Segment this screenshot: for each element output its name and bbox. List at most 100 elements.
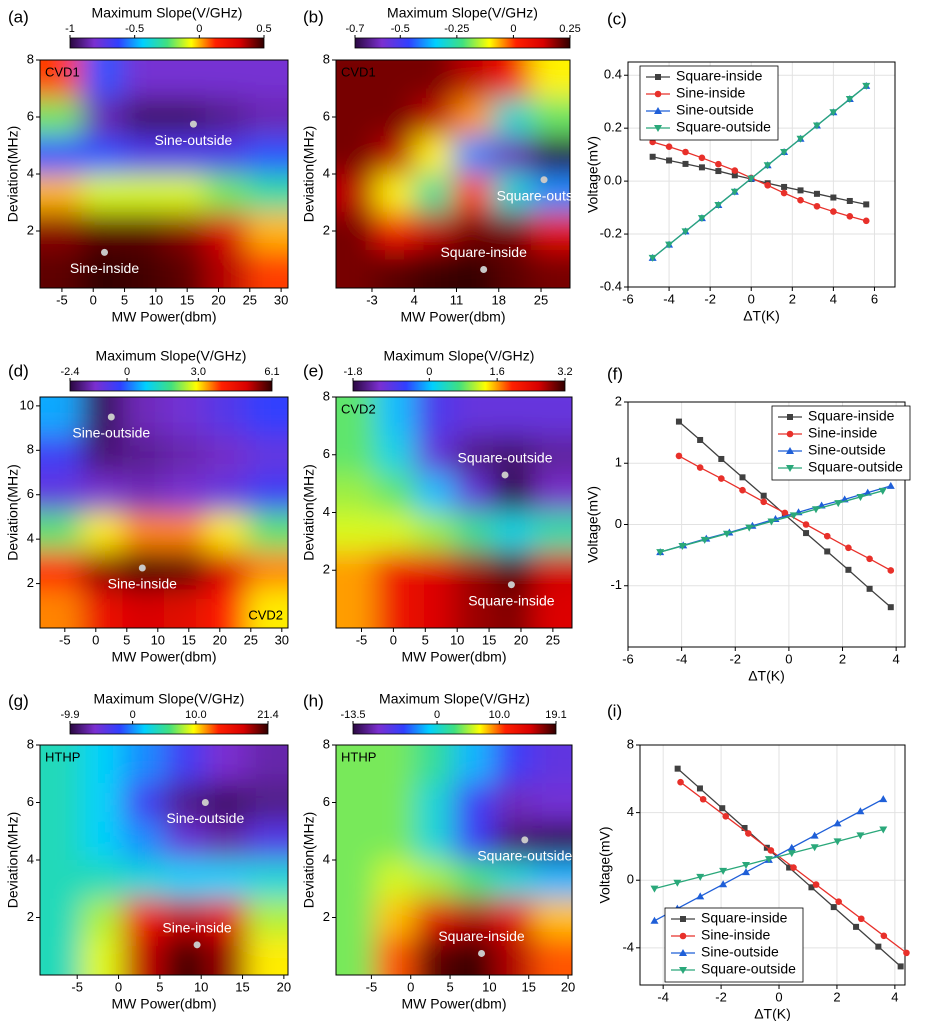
heat-cell <box>493 512 534 552</box>
marker <box>879 795 888 803</box>
marker <box>722 813 730 820</box>
heat-cell <box>164 821 207 861</box>
marker <box>681 228 690 236</box>
x-tick-label: 25 <box>244 632 258 647</box>
heat-cell <box>532 474 572 514</box>
y-tick-label: 4 <box>27 531 34 546</box>
marker <box>845 544 852 552</box>
x-tick-label: 25 <box>546 632 560 647</box>
heat-cell <box>414 474 455 514</box>
heatmap <box>40 397 288 628</box>
heat-cell <box>375 136 415 175</box>
heat-cell <box>414 783 455 823</box>
panel: (c) -6 -4 -2 0 2 4 6 -0.4 -0.2 0.0 0.2 0.4 ΔT(K) Volta… <box>585 9 896 324</box>
y-axis-label: Deviation(MHz) <box>5 464 21 560</box>
heat-cell <box>454 397 495 437</box>
heat-cell <box>336 512 377 552</box>
heat-cell <box>414 250 454 288</box>
heat-cell <box>492 212 532 251</box>
x-tick-label: 18 <box>492 292 506 307</box>
legend-marker <box>654 107 662 114</box>
plot-frame <box>335 744 573 976</box>
x-tick-label: 0 <box>390 632 397 647</box>
heat-cell <box>375 60 415 99</box>
y-tick-label: 2 <box>27 222 34 237</box>
x-tick-label: -2 <box>715 989 727 1004</box>
y-axis-label: Deviation(MHz) <box>301 812 317 908</box>
heat-cell <box>454 745 495 785</box>
point-label: Sine-inside <box>70 260 139 276</box>
marker <box>856 807 865 815</box>
heat-cell <box>81 551 124 591</box>
x-tick-label: 5 <box>123 632 130 647</box>
marker <box>650 885 659 893</box>
marker <box>697 436 704 443</box>
colorbar-tick-label: 1.6 <box>490 366 505 378</box>
legend-marker <box>680 916 686 922</box>
panel: (d) -5 0 5 10 15 20 25 30 2 4 6 8 10 MW Power(dbm) Devi… <box>5 348 289 665</box>
marker <box>823 532 831 540</box>
y-tick-label: 0.2 <box>604 120 622 135</box>
heat-cell <box>454 512 495 552</box>
heat-cell <box>246 98 288 137</box>
heat-cell <box>532 435 572 475</box>
legend: Square-insideSine-insideSine-outsideSqua… <box>771 405 911 481</box>
legend-label: Square-inside <box>676 68 763 84</box>
plot-frame <box>39 744 289 976</box>
marker <box>789 512 798 520</box>
marker <box>834 500 843 508</box>
marker <box>787 843 796 851</box>
marker <box>803 530 810 537</box>
heat-cell <box>375 551 416 591</box>
heat-cell <box>81 589 124 628</box>
marker <box>764 856 773 864</box>
y-axis-label: Deviation(MHz) <box>5 126 21 222</box>
colorbar <box>354 37 571 49</box>
marker <box>862 217 870 225</box>
heat-cell <box>164 745 207 785</box>
marker <box>830 194 837 201</box>
marker <box>730 188 739 196</box>
heat-cell <box>375 745 416 785</box>
heat-cell <box>164 136 207 175</box>
point-label: Sine-outside <box>166 810 244 826</box>
heat-cell <box>164 860 207 900</box>
marker-point <box>507 581 515 589</box>
x-tick-label: 30 <box>274 292 288 307</box>
colorbar-tick-label: -0.5 <box>391 23 410 35</box>
x-tick-label: 4 <box>411 292 418 307</box>
y-tick-label: 1 <box>615 455 622 470</box>
marker-point <box>480 265 488 273</box>
heat-cell <box>453 98 493 137</box>
heat-cell <box>205 783 248 823</box>
marker <box>781 183 788 190</box>
marker <box>767 518 776 526</box>
point-label: Sine-inside <box>108 576 177 592</box>
marker-point <box>478 949 486 957</box>
heat-cell <box>336 745 377 785</box>
y-tick-label: 6 <box>323 446 330 461</box>
y-tick-label: 6 <box>27 108 34 123</box>
heat-cell <box>40 512 83 552</box>
panel: (b) -3 4 11 18 25 2 4 6 8 MW Power(dbm) Deviation(M… <box>301 5 592 325</box>
marker <box>879 826 888 834</box>
x-tick-label: 4 <box>893 651 900 666</box>
heat-cell <box>375 783 416 823</box>
heat-cell <box>246 474 288 514</box>
colorbar-tick-label: 0 <box>130 709 136 721</box>
colorbar-title: Maximum Slope(V/GHz) <box>94 691 245 707</box>
plot-frame <box>335 396 573 629</box>
heatmap-cells <box>40 397 288 628</box>
heat-cell <box>375 98 415 137</box>
heat-cell <box>205 474 248 514</box>
legend-marker <box>679 967 687 974</box>
marker <box>829 109 838 117</box>
x-tick-label: 30 <box>275 632 289 647</box>
heat-cell <box>336 783 377 823</box>
legend-marker <box>679 949 687 956</box>
heat-cell <box>414 860 455 900</box>
heat-cell <box>531 250 570 288</box>
colorbar <box>69 37 265 49</box>
heat-cell <box>414 397 455 437</box>
heat-cell <box>40 250 83 288</box>
